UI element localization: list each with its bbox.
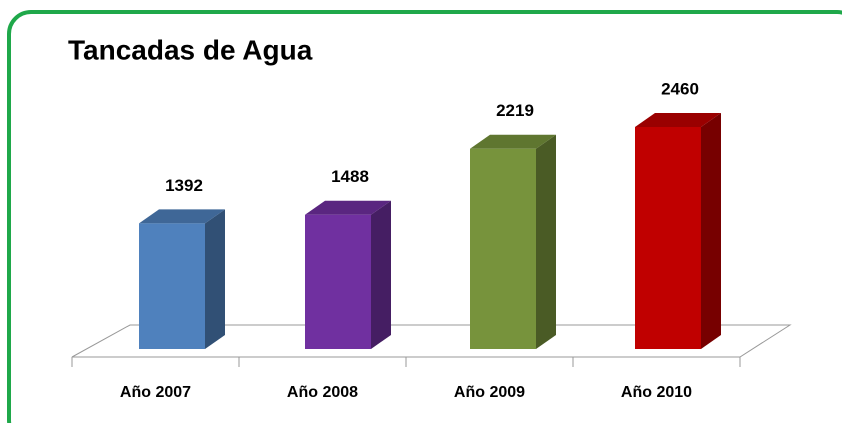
bar-front [470,148,536,349]
data-label: 1488 [331,167,369,186]
category-dividers [71,357,741,367]
x-tick-label: Año 2009 [454,384,525,401]
bar [305,200,391,349]
data-label: 2219 [496,101,534,120]
data-label: 1392 [165,176,203,195]
bar [635,113,721,349]
bar-top [470,134,556,149]
bar-side [371,200,391,349]
bar-top [635,113,721,127]
bar-side [701,113,721,349]
bar-top [139,209,225,224]
floor [71,324,792,358]
data-label: 2460 [661,79,699,98]
x-tick-label: Año 2010 [621,384,692,401]
chart-title: Tancadas de Agua [68,34,313,65]
bar-side [536,134,556,349]
x-tick-label: Año 2007 [120,384,191,401]
bar-side [205,209,225,349]
bar [139,209,225,349]
bar-front [635,127,701,349]
bar [470,134,556,349]
x-tick-label: Año 2008 [287,384,358,401]
bar-top [305,200,391,215]
bar-front [139,223,205,349]
bar-front [305,214,371,349]
